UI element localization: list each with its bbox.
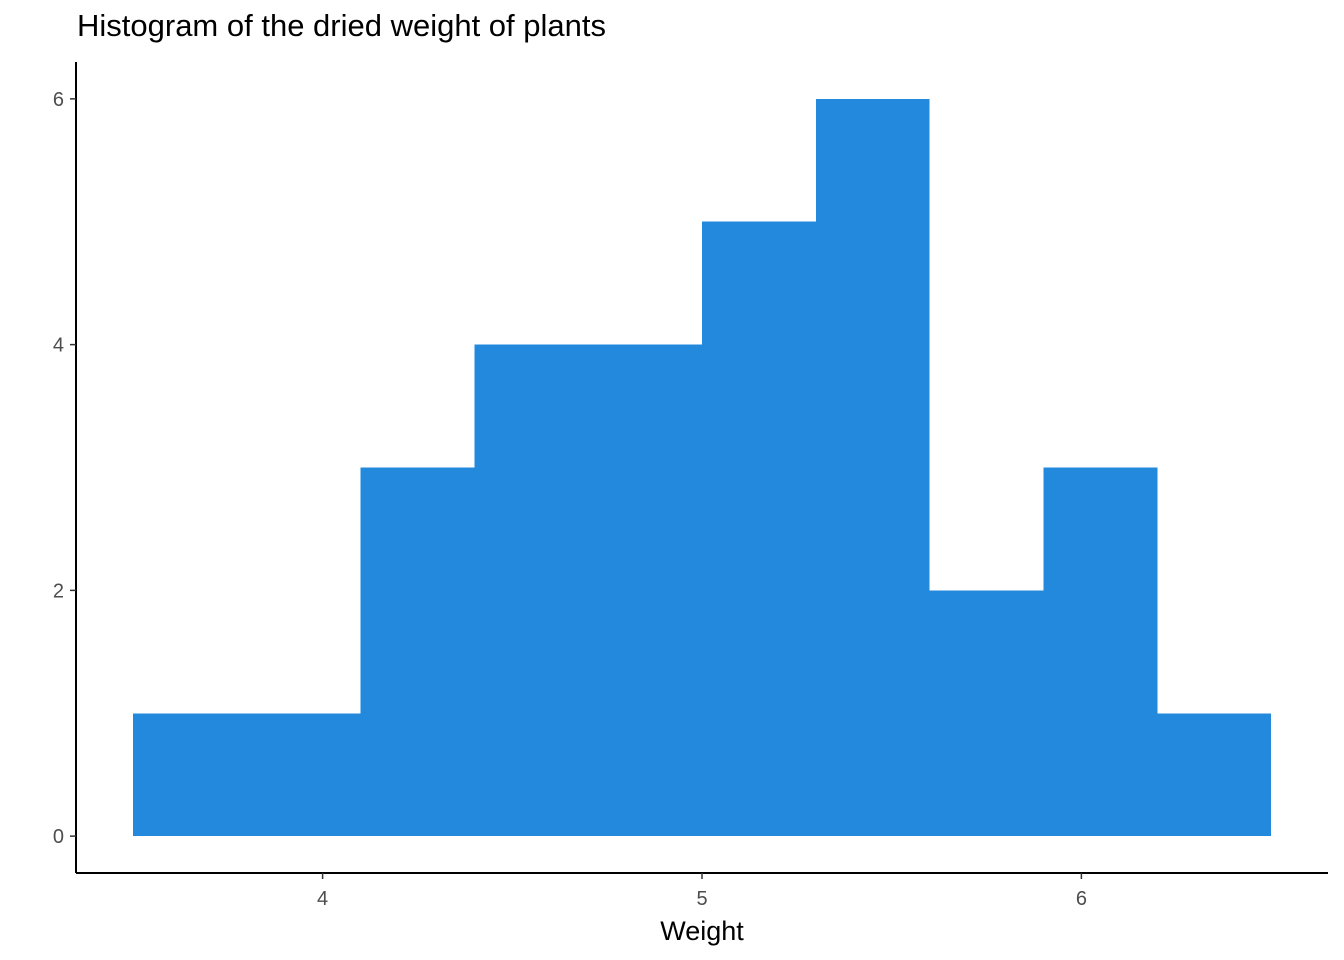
histogram-bar-9 [1157, 713, 1272, 837]
histogram-bar-2 [360, 467, 475, 837]
bars-layer [132, 98, 1272, 837]
x-tick-label: 6 [1076, 888, 1087, 910]
histogram-bar-7 [929, 590, 1044, 837]
y-tick-label: 2 [53, 580, 64, 602]
chart-title: Histogram of the dried weight of plants [77, 8, 606, 43]
histogram-bar-6 [815, 98, 930, 837]
histogram-bar-0 [132, 713, 247, 837]
x-tick-label: 4 [317, 888, 328, 910]
x-tick-label: 5 [696, 888, 707, 910]
y-tick-label: 4 [53, 335, 64, 357]
histogram-bar-1 [246, 713, 361, 837]
histogram-bar-8 [1043, 467, 1158, 837]
histogram-bar-3 [474, 344, 589, 837]
y-tick-label: 6 [53, 89, 64, 111]
y-tick-label: 0 [53, 826, 64, 848]
x-axis-title: Weight [660, 916, 744, 946]
histogram-bar-4 [588, 344, 702, 837]
axes-layer: 0 2 4 6 4 5 6 Weight [53, 62, 1328, 946]
histogram-bar-5 [702, 221, 816, 837]
